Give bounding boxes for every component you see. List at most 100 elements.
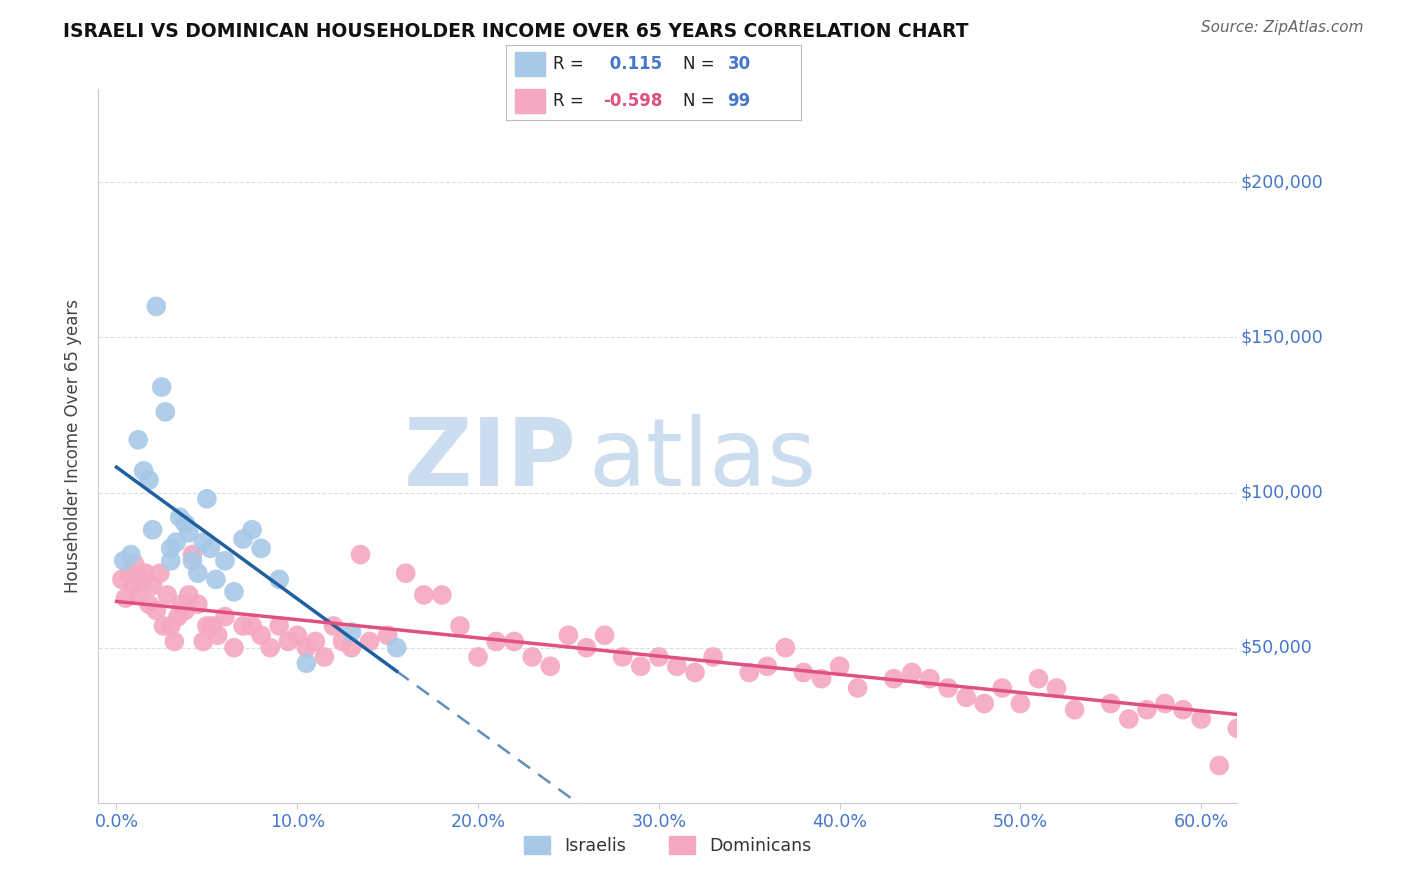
Point bbox=[1334, 712, 1357, 726]
Point bbox=[181, 548, 204, 562]
Point bbox=[285, 628, 308, 642]
Point bbox=[132, 464, 155, 478]
Text: atlas: atlas bbox=[588, 414, 817, 507]
Point bbox=[449, 619, 471, 633]
Point bbox=[1118, 712, 1140, 726]
Point bbox=[322, 619, 344, 633]
Point bbox=[485, 634, 508, 648]
Point bbox=[181, 554, 204, 568]
Point bbox=[846, 681, 869, 695]
Point bbox=[683, 665, 706, 680]
Point bbox=[575, 640, 598, 655]
Point bbox=[412, 588, 434, 602]
Point bbox=[340, 640, 363, 655]
Point bbox=[973, 697, 995, 711]
Point bbox=[1099, 697, 1122, 711]
Point bbox=[112, 554, 135, 568]
Point bbox=[269, 573, 291, 587]
Point bbox=[1298, 697, 1320, 711]
Point bbox=[118, 566, 141, 581]
Point bbox=[145, 299, 167, 313]
Point bbox=[138, 597, 160, 611]
Point bbox=[201, 619, 224, 633]
Point bbox=[349, 548, 371, 562]
Point bbox=[991, 681, 1014, 695]
Point bbox=[207, 628, 229, 642]
Point bbox=[1171, 703, 1194, 717]
Point bbox=[200, 541, 222, 556]
Point bbox=[1226, 722, 1249, 736]
Point bbox=[134, 566, 156, 581]
Point bbox=[127, 588, 149, 602]
Text: $150,000: $150,000 bbox=[1240, 328, 1323, 346]
Point bbox=[159, 554, 181, 568]
Text: R =: R = bbox=[554, 55, 583, 73]
Text: $200,000: $200,000 bbox=[1240, 173, 1323, 191]
Point bbox=[145, 603, 167, 617]
Point bbox=[174, 603, 197, 617]
Point bbox=[702, 650, 724, 665]
Point bbox=[1154, 697, 1177, 711]
Point bbox=[665, 659, 688, 673]
Point bbox=[828, 659, 851, 673]
Point bbox=[304, 634, 326, 648]
Point bbox=[114, 591, 136, 605]
Point bbox=[120, 548, 142, 562]
Text: -0.598: -0.598 bbox=[603, 92, 664, 110]
Point bbox=[918, 672, 941, 686]
Point bbox=[259, 640, 281, 655]
Point bbox=[1189, 712, 1212, 726]
Point bbox=[193, 535, 215, 549]
Point bbox=[538, 659, 561, 673]
Point bbox=[756, 659, 779, 673]
Text: 99: 99 bbox=[728, 92, 751, 110]
Point bbox=[177, 588, 200, 602]
Point bbox=[1045, 681, 1067, 695]
Point bbox=[277, 634, 299, 648]
Point bbox=[467, 650, 489, 665]
Text: ISRAELI VS DOMINICAN HOUSEHOLDER INCOME OVER 65 YEARS CORRELATION CHART: ISRAELI VS DOMINICAN HOUSEHOLDER INCOME … bbox=[63, 22, 969, 41]
Point bbox=[169, 510, 191, 524]
Point bbox=[250, 628, 273, 642]
Text: 30: 30 bbox=[728, 55, 751, 73]
Point bbox=[936, 681, 959, 695]
Point bbox=[359, 634, 381, 648]
Point bbox=[152, 619, 174, 633]
Point bbox=[332, 634, 354, 648]
Point bbox=[232, 619, 254, 633]
Point bbox=[1028, 672, 1050, 686]
Point bbox=[138, 473, 160, 487]
Point bbox=[205, 573, 228, 587]
Point bbox=[792, 665, 814, 680]
Point bbox=[240, 523, 263, 537]
Text: N =: N = bbox=[683, 92, 714, 110]
Point bbox=[377, 628, 399, 642]
Point bbox=[810, 672, 832, 686]
Point bbox=[1281, 681, 1303, 695]
Point bbox=[1136, 703, 1159, 717]
Point bbox=[165, 535, 187, 549]
Text: 0.115: 0.115 bbox=[603, 55, 662, 73]
Point bbox=[127, 433, 149, 447]
Point bbox=[142, 579, 165, 593]
Point bbox=[314, 650, 336, 665]
Point bbox=[177, 525, 200, 540]
Bar bbox=[515, 52, 544, 77]
Point bbox=[195, 491, 218, 506]
Point bbox=[1316, 703, 1339, 717]
Point bbox=[167, 609, 190, 624]
Point bbox=[159, 619, 181, 633]
Legend: Israelis, Dominicans: Israelis, Dominicans bbox=[524, 836, 811, 855]
Point bbox=[503, 634, 526, 648]
Point bbox=[522, 650, 544, 665]
Point bbox=[883, 672, 905, 686]
Point bbox=[187, 566, 209, 581]
Point bbox=[1208, 758, 1230, 772]
Text: Source: ZipAtlas.com: Source: ZipAtlas.com bbox=[1201, 20, 1364, 35]
Point bbox=[775, 640, 797, 655]
Text: $50,000: $50,000 bbox=[1240, 639, 1312, 657]
Point bbox=[1244, 752, 1267, 766]
Point bbox=[124, 557, 146, 571]
Point bbox=[385, 640, 408, 655]
Point bbox=[1389, 727, 1406, 741]
